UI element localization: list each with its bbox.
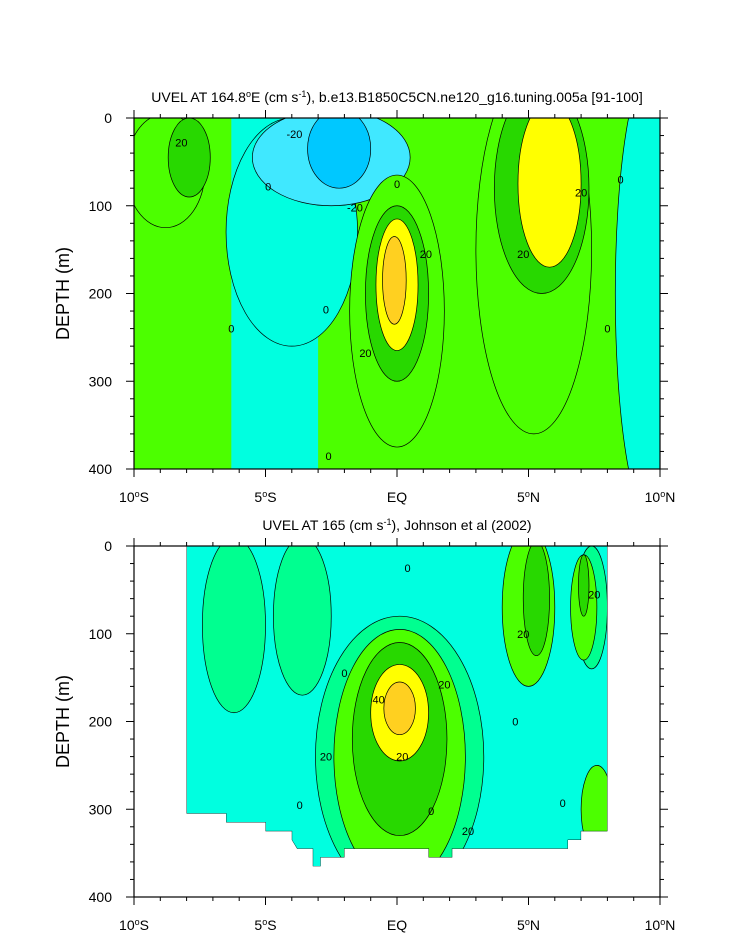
y-tick-label: 100	[89, 626, 113, 642]
contour-label: 20	[575, 188, 587, 200]
contour-label: 0	[428, 806, 434, 818]
x-tick-label: 5oS	[254, 917, 276, 933]
contour-label: 0	[617, 174, 623, 186]
contour-label: 20	[517, 629, 529, 641]
contour-region-2	[273, 546, 332, 696]
y-tick-label: 400	[89, 889, 113, 905]
contour-label: 0	[228, 324, 234, 336]
x-tick-label: 5oN	[517, 917, 540, 933]
contour-label: 20	[175, 138, 187, 150]
contour-region-12	[578, 554, 590, 617]
y-axis-title: DEPTH (m)	[53, 675, 73, 768]
contour-label: 0	[323, 304, 329, 316]
contour-region-13	[580, 765, 608, 854]
y-tick-label: 300	[89, 801, 113, 817]
y-tick-label: 300	[89, 373, 113, 389]
contour-label: 20	[420, 249, 432, 261]
contour-region-1	[202, 546, 266, 714]
contour-region-13	[614, 118, 660, 469]
x-tick-label: 10oS	[119, 489, 149, 505]
contour-label: 0	[326, 451, 332, 463]
contour-label: 0	[512, 717, 518, 729]
chart-title: UVEL AT 164.8oE (cm s-1), b.e13.B1850C5C…	[151, 89, 642, 105]
contour-label: 0	[560, 798, 566, 810]
x-tick-label: 5oN	[517, 489, 540, 505]
x-tick-label: EQ	[387, 917, 407, 933]
y-tick-label: 200	[89, 714, 113, 730]
x-tick-label: 10oS	[119, 917, 149, 933]
contour-label: 20	[396, 752, 408, 764]
chart-panel-1: 2000-20-200020200202000010020030040010oS…	[53, 89, 676, 505]
data-boundary	[186, 546, 608, 867]
contour-label: 40	[372, 695, 384, 707]
contour-label: 20	[588, 589, 600, 601]
contour-region-8	[383, 681, 416, 736]
contour-label: 0	[404, 563, 410, 575]
contour-region-10	[522, 546, 550, 657]
contour-label: 0	[394, 179, 400, 191]
y-tick-label: 400	[89, 461, 113, 477]
contour-region-9	[382, 236, 407, 325]
y-tick-label: 0	[104, 538, 112, 554]
contour-label: 20	[320, 752, 332, 764]
x-tick-label: EQ	[387, 489, 407, 505]
contour-region-12	[517, 118, 582, 268]
contour-label: 20	[359, 348, 371, 360]
chart-title: UVEL AT 165 (cm s-1), Johnson et al (200…	[262, 517, 531, 533]
contour-region-5	[307, 118, 372, 189]
contour-fill	[186, 546, 608, 867]
contour-label: 20	[462, 826, 474, 838]
contour-label: 0	[297, 800, 303, 812]
contour-label: -20	[286, 129, 302, 141]
contour-label: 0	[604, 324, 610, 336]
y-tick-label: 200	[89, 286, 113, 302]
x-tick-label: 10oN	[645, 917, 676, 933]
contour-label: 20	[517, 249, 529, 261]
y-tick-label: 0	[104, 110, 112, 126]
contour-region-2	[167, 118, 211, 198]
y-tick-label: 100	[89, 198, 113, 214]
contour-label: 0	[341, 668, 347, 680]
contour-label: 20	[438, 680, 450, 692]
x-tick-label: 5oS	[254, 489, 276, 505]
contour-fill	[134, 118, 660, 469]
x-tick-label: 10oN	[645, 489, 676, 505]
contour-label: 0	[265, 181, 271, 193]
contour-label: -20	[347, 203, 363, 215]
y-axis-title: DEPTH (m)	[53, 247, 73, 340]
